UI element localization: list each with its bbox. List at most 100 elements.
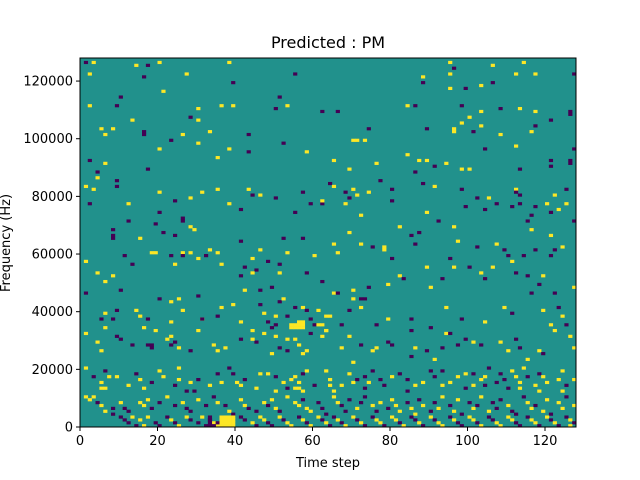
heatmap-cell <box>83 291 89 295</box>
heatmap-cell <box>564 202 569 206</box>
heatmap-cell <box>293 72 298 76</box>
heatmap-cell <box>320 199 325 203</box>
heatmap-cell <box>114 308 120 312</box>
heatmap-cell <box>238 415 244 419</box>
heatmap-cell <box>207 383 213 387</box>
heatmap-cell <box>413 170 418 174</box>
heatmap-cell <box>335 418 340 422</box>
heatmap-cell <box>114 375 120 379</box>
heatmap-cell <box>359 242 364 246</box>
heatmap-cell <box>266 259 271 263</box>
heatmap-cell <box>180 219 185 223</box>
heatmap-cell <box>455 239 461 243</box>
heatmap-cell <box>103 132 108 137</box>
heatmap-cell <box>223 346 228 350</box>
heatmap-cell <box>149 346 154 350</box>
heatmap-cell <box>196 328 201 333</box>
heatmap-cell <box>297 343 302 347</box>
heatmap-cell <box>421 181 426 186</box>
heatmap-cell <box>359 343 364 347</box>
heatmap-cell <box>211 343 216 347</box>
heatmap-cell <box>390 415 395 419</box>
heatmap-cell <box>114 179 120 183</box>
heatmap-cell <box>122 406 127 410</box>
heatmap-cell <box>215 372 220 376</box>
heatmap-cell <box>200 415 205 419</box>
x-axis-label: Time step <box>295 456 360 471</box>
heatmap-cell <box>471 340 476 344</box>
heatmap-cell <box>165 337 170 341</box>
heatmap-cell <box>413 242 418 246</box>
heatmap-cell <box>355 377 360 382</box>
heatmap-cell <box>541 352 546 356</box>
heatmap-cell <box>448 403 453 408</box>
heatmap-cell <box>304 308 309 312</box>
heatmap-cell <box>514 337 519 341</box>
heatmap-cell <box>142 403 147 408</box>
heatmap-cell <box>498 398 503 402</box>
heatmap-cell <box>196 118 201 122</box>
heatmap-cell <box>138 401 143 405</box>
heatmap-cell <box>545 380 550 385</box>
heatmap-cell <box>289 424 294 428</box>
heatmap-cell <box>568 112 573 116</box>
heatmap-cell <box>428 285 433 289</box>
x-tick-label: 60 <box>304 434 321 449</box>
heatmap-cell <box>215 421 220 425</box>
heatmap-cell <box>297 380 302 385</box>
heatmap-cell <box>359 297 364 301</box>
heatmap-cell <box>533 72 538 76</box>
heatmap-cell <box>521 395 526 399</box>
heatmap-cell <box>312 254 317 258</box>
heatmap-cell <box>393 403 399 408</box>
heatmap-cell <box>180 308 185 312</box>
heatmap-cell <box>231 418 236 422</box>
heatmap-cell <box>285 314 290 318</box>
heatmap-cell <box>269 398 275 402</box>
heatmap-cell <box>180 216 185 220</box>
heatmap-cell <box>343 202 348 206</box>
heatmap-cell <box>111 233 116 238</box>
heatmap-cell <box>467 167 472 171</box>
heatmap-cell <box>173 199 178 203</box>
heatmap-cell <box>490 401 495 405</box>
heatmap-cell <box>130 343 135 347</box>
heatmap-cell <box>308 331 313 336</box>
heatmap-cell <box>564 383 569 387</box>
heatmap-cell <box>545 202 550 206</box>
heatmap-cell <box>300 372 306 376</box>
heatmap-cell <box>111 127 116 131</box>
heatmap-cell <box>471 372 476 376</box>
heatmap-cell <box>490 81 495 85</box>
heatmap-cell <box>308 202 313 206</box>
heatmap-cell <box>374 418 379 422</box>
heatmap-cell <box>331 291 337 295</box>
heatmap-cell <box>254 340 259 344</box>
heatmap-cell <box>227 409 232 413</box>
heatmap-cell <box>568 158 573 163</box>
heatmap-cell <box>359 401 364 405</box>
heatmap-cell <box>211 395 216 399</box>
heatmap-cell <box>281 141 286 145</box>
heatmap-cell <box>502 377 507 382</box>
heatmap-cell <box>502 248 507 252</box>
heatmap-cell <box>351 415 356 419</box>
heatmap-cell <box>176 366 182 370</box>
heatmap-cell <box>347 167 352 171</box>
heatmap-cell <box>269 285 275 289</box>
heatmap-cell <box>548 210 554 214</box>
heatmap-cell <box>452 409 457 413</box>
heatmap-cell <box>556 305 561 310</box>
heatmap-cell <box>95 271 100 275</box>
heatmap-cell <box>572 285 577 289</box>
heatmap-cell <box>161 89 166 93</box>
heatmap-cell <box>83 60 89 65</box>
heatmap-cell <box>347 230 352 235</box>
heatmap-cell <box>161 375 166 379</box>
heatmap-cell <box>238 337 244 341</box>
heatmap-cell <box>289 323 294 327</box>
heatmap-cell <box>510 311 515 315</box>
heatmap-cell <box>188 225 193 229</box>
heatmap-cell <box>285 349 290 353</box>
